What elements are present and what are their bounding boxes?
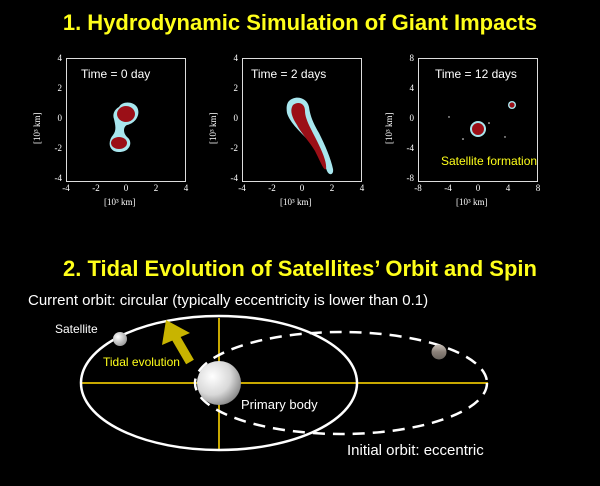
xtick: -4 <box>444 183 452 193</box>
xtick: 4 <box>183 183 189 193</box>
tidal-evolution-label: Tidal evolution <box>103 355 180 369</box>
ytick: -2 <box>54 143 63 153</box>
xtick: -2 <box>92 183 100 193</box>
density-plot <box>448 101 516 140</box>
ytick: -4 <box>406 143 415 153</box>
ytick: 2 <box>233 83 239 93</box>
ytick: -4 <box>230 173 239 183</box>
xtick: -2 <box>268 183 276 193</box>
xtick: 4 <box>505 183 511 193</box>
ytick: -4 <box>54 173 63 183</box>
ytick: 4 <box>233 53 239 63</box>
panel-time-0: Time = 0 day 4 2 0 -2 -4 -4 -2 0 2 4 [10… <box>32 48 188 223</box>
xtick: 4 <box>359 183 365 193</box>
x-axis-label: [10³ km] <box>280 197 312 207</box>
satellite-label: Satellite <box>55 322 98 336</box>
plot-area: Time = 0 day <box>66 58 186 182</box>
current-orbit-note: Current orbit: circular (typically eccen… <box>28 292 429 309</box>
xtick: 2 <box>329 183 335 193</box>
panel-time-12: Time = 12 days Satellite formation 8 4 0… <box>384 48 540 223</box>
initial-orbit-ellipse <box>193 330 489 436</box>
primary-body-label: Primary body <box>241 397 318 412</box>
section1-title: 1. Hydrodynamic Simulation of Giant Impa… <box>62 10 538 35</box>
ytick: 4 <box>409 83 415 93</box>
ytick: -8 <box>406 173 415 183</box>
xtick: -8 <box>414 183 422 193</box>
density-plot <box>286 97 334 175</box>
initial-orbit-label: Initial orbit: eccentric <box>347 442 484 459</box>
initial-satellite-icon <box>431 344 447 360</box>
x-axis-label: [10³ km] <box>456 197 488 207</box>
ytick: 2 <box>57 83 63 93</box>
tidal-evolution-arrow-icon <box>162 320 194 365</box>
ytick: 0 <box>233 113 239 123</box>
satellite-icon <box>113 332 127 346</box>
plot-area: Time = 2 days <box>242 58 362 182</box>
ytick: -2 <box>230 143 239 153</box>
time-label: Time = 2 days <box>251 67 327 81</box>
xtick: 0 <box>123 183 129 193</box>
xtick: 0 <box>475 183 481 193</box>
ytick: 0 <box>57 113 63 123</box>
plot-area: Time = 12 days Satellite formation <box>418 58 538 182</box>
xtick: -4 <box>238 183 246 193</box>
primary-body-icon <box>197 361 241 405</box>
density-plot <box>109 102 139 152</box>
satellite-formation-label: Satellite formation <box>441 154 538 168</box>
ytick: 4 <box>57 53 63 63</box>
xtick: 8 <box>535 183 541 193</box>
xtick: 2 <box>153 183 159 193</box>
ytick: 0 <box>409 113 415 123</box>
current-orbit-ellipse <box>79 314 359 452</box>
time-label: Time = 12 days <box>435 67 517 81</box>
section2-title: 2. Tidal Evolution of Satellites’ Orbit … <box>63 256 537 281</box>
x-axis-label: [10³ km] <box>104 197 136 207</box>
ytick: 8 <box>409 53 415 63</box>
xtick: -4 <box>62 183 70 193</box>
xtick: 0 <box>299 183 305 193</box>
panel-time-2: Time = 2 days 4 2 0 -2 -4 -4 -2 0 2 4 [1… <box>208 48 364 223</box>
time-label: Time = 0 day <box>81 67 151 81</box>
